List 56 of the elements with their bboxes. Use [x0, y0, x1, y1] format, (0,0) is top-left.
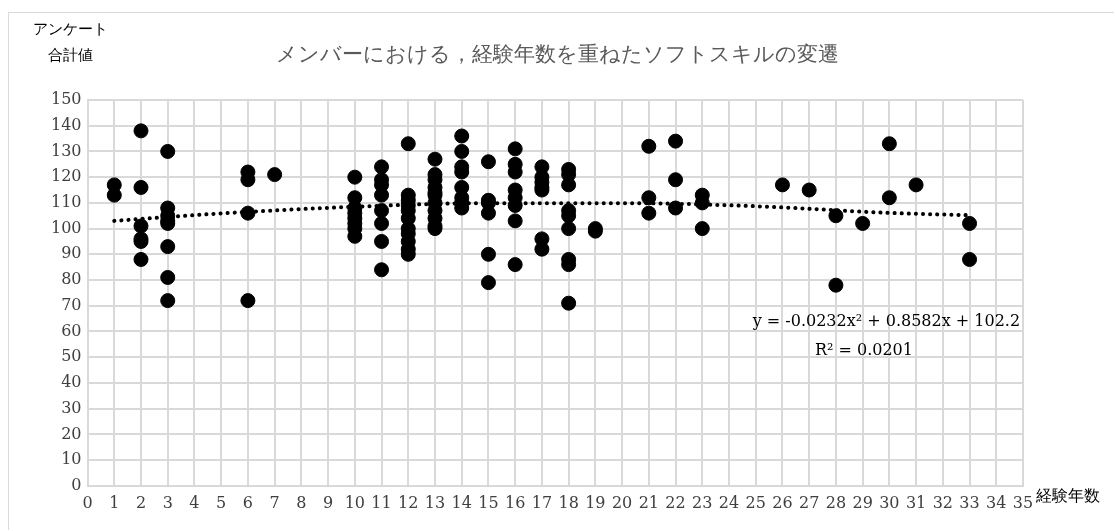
x-tick-label: 22 — [665, 492, 686, 512]
y-tick-label: 40 — [61, 372, 82, 392]
y-tick-label: 20 — [61, 423, 82, 443]
x-tick-label: 18 — [558, 492, 579, 512]
x-tick-label: 26 — [772, 492, 793, 512]
x-tick-label: 16 — [505, 492, 526, 512]
x-tick-label: 28 — [825, 492, 847, 512]
y-tick-label: 70 — [61, 294, 82, 314]
x-tick-label: 4 — [189, 492, 200, 512]
x-tick-label: 19 — [585, 492, 606, 512]
x-tick-label: 14 — [451, 492, 472, 512]
x-tick-label: 25 — [745, 492, 766, 512]
x-tick-label: 31 — [905, 492, 927, 512]
x-tick-label: 34 — [986, 492, 1007, 512]
x-tick-label: 30 — [879, 492, 900, 512]
y-tick-label: 50 — [61, 346, 82, 366]
x-tick-label: 2 — [135, 492, 147, 512]
x-tick-label: 3 — [162, 492, 173, 512]
y-tick-label: 80 — [61, 269, 82, 289]
y-axis-title: アンケート合計値 — [31, 19, 109, 66]
annotation: R² = 0.0201 — [814, 339, 913, 359]
x-tick-label: 27 — [799, 492, 820, 512]
y-tick-label: 90 — [61, 243, 82, 263]
annotation: y = -0.0232x² + 0.8582x + 102.2 — [751, 310, 1021, 330]
y-tick-label: 30 — [61, 397, 82, 417]
x-tick-label: 7 — [269, 492, 280, 512]
x-tick-label: 20 — [611, 492, 633, 512]
x-tick-label: 13 — [424, 492, 446, 512]
y-tick-label: 110 — [50, 192, 82, 212]
x-tick-label: 29 — [852, 492, 873, 512]
x-tick-label: 23 — [692, 492, 713, 512]
x-tick-label: 35 — [1012, 492, 1034, 512]
x-tick-label: 11 — [371, 492, 392, 512]
y-tick-label: 100 — [50, 217, 82, 237]
y-tick-label: 130 — [50, 140, 82, 160]
x-tick-label: 17 — [531, 492, 553, 512]
x-tick-label: 6 — [242, 492, 253, 512]
x-tick-label: 15 — [478, 492, 499, 512]
y-tick-label: 150 — [50, 89, 82, 109]
x-tick-label: 5 — [216, 492, 227, 512]
y-tick-label: 0 — [71, 474, 82, 494]
y-tick-label: 120 — [50, 166, 82, 186]
chart-title: メンバーにおける，経験年数を重ねたソフトスキルの変遷 — [276, 42, 839, 66]
y-tick-label: 60 — [61, 320, 82, 340]
x-tick-label: 21 — [638, 492, 659, 512]
x-tick-label: 32 — [932, 492, 953, 512]
x-tick-label: 10 — [344, 492, 365, 512]
x-tick-label: 8 — [296, 492, 307, 512]
x-tick-label: 1 — [109, 492, 120, 512]
x-tick-label: 12 — [398, 492, 419, 512]
x-tick-label: 9 — [322, 492, 334, 512]
y-tick-label: 10 — [61, 449, 82, 469]
x-tick-label: 33 — [959, 492, 980, 512]
x-axis-title: 経験年数 — [1036, 486, 1100, 507]
y-tick-label: 140 — [50, 114, 82, 134]
x-tick-label: 24 — [718, 492, 740, 512]
